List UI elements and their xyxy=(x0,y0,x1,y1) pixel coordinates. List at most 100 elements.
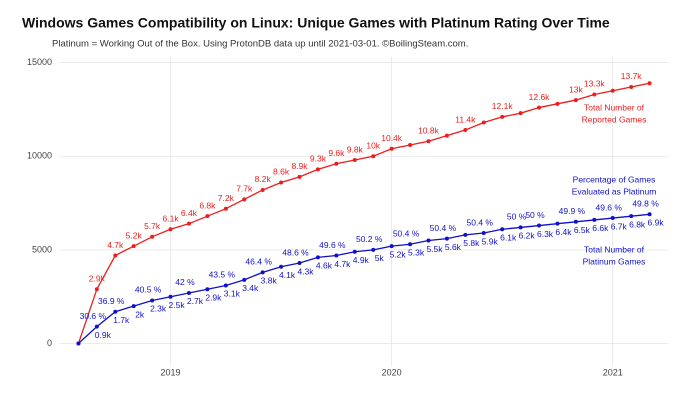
y-tick-label: 15000 xyxy=(27,57,52,67)
data-label: 4.3k xyxy=(297,266,314,276)
data-point xyxy=(205,287,210,292)
data-point xyxy=(297,174,302,179)
data-point xyxy=(389,146,394,151)
data-label: 5.2k xyxy=(126,230,143,240)
data-point xyxy=(334,161,339,166)
data-point xyxy=(463,232,468,237)
data-point xyxy=(647,212,652,217)
percentage-label: 49.8 % xyxy=(632,199,659,209)
data-label: 6.4k xyxy=(181,208,198,218)
data-label: 10k xyxy=(366,141,380,151)
data-point xyxy=(297,261,302,265)
data-point xyxy=(444,133,449,138)
data-label: 6.2k xyxy=(519,231,536,241)
data-label: 5.8k xyxy=(463,238,480,248)
data-point xyxy=(518,111,523,116)
chart-subtitle: Platinum = Working Out of the Box. Using… xyxy=(52,39,468,50)
data-point xyxy=(408,143,413,148)
data-label: 5.6k xyxy=(445,242,462,252)
data-point xyxy=(463,128,468,133)
data-point xyxy=(242,197,247,202)
y-tick-label: 5000 xyxy=(32,244,52,254)
data-label: 2.7k xyxy=(187,296,204,306)
data-label: 10.8k xyxy=(418,126,440,136)
data-point xyxy=(573,219,578,224)
percentage-label: 36.9 % xyxy=(98,296,125,306)
data-label: 12.6k xyxy=(529,92,551,102)
data-point xyxy=(94,324,99,329)
data-label: 13.7k xyxy=(621,71,643,81)
data-point xyxy=(555,101,560,106)
data-label: 6.5k xyxy=(574,225,591,235)
data-point xyxy=(371,154,376,159)
data-label: 4.6k xyxy=(316,261,333,271)
data-label: 11.4k xyxy=(455,114,476,124)
data-label: 8.6k xyxy=(273,167,290,177)
annotation: Total Number of xyxy=(584,244,645,254)
percentage-label: 46.4 % xyxy=(245,257,272,267)
data-point xyxy=(260,187,265,192)
percentage-label: 50.2 % xyxy=(356,234,383,244)
percentage-label: 50.4 % xyxy=(467,217,494,227)
y-tick-label: 0 xyxy=(47,338,52,348)
data-point xyxy=(629,84,634,89)
data-point xyxy=(279,264,284,269)
data-point xyxy=(205,214,210,219)
data-label: 6.6k xyxy=(592,223,609,233)
data-point xyxy=(94,287,99,292)
data-point xyxy=(592,217,597,222)
data-point xyxy=(592,92,597,97)
data-point xyxy=(168,294,173,299)
data-label: 7.2k xyxy=(218,193,235,203)
data-point xyxy=(537,223,542,228)
data-label: 2k xyxy=(135,309,145,319)
data-point xyxy=(242,277,247,282)
data-point xyxy=(279,180,284,185)
data-point xyxy=(186,221,191,226)
data-label: 6.4k xyxy=(555,227,572,237)
data-label: 2.9k xyxy=(205,292,222,302)
chart-title: Windows Games Compatibility on Linux: Un… xyxy=(22,15,610,31)
percentage-label: 40.5 % xyxy=(135,285,162,295)
data-point xyxy=(555,221,560,226)
data-label: 1.7k xyxy=(113,315,130,325)
percentage-label: 43.5 % xyxy=(209,270,236,280)
data-label: 4.7k xyxy=(107,240,124,250)
data-label: 6.7k xyxy=(611,221,628,231)
data-label: 3.4k xyxy=(242,283,259,293)
data-label: 3.1k xyxy=(224,289,241,299)
data-label: 3.8k xyxy=(261,276,278,286)
data-label: 6.1k xyxy=(500,233,517,243)
data-label: 0.9k xyxy=(95,330,112,340)
data-point xyxy=(168,227,173,232)
data-label: 5.3k xyxy=(408,248,425,258)
percentage-label: 48.6 % xyxy=(282,247,309,257)
data-point xyxy=(426,238,431,243)
data-label: 6.8k xyxy=(199,200,216,210)
data-label: 13.3k xyxy=(584,79,606,89)
data-point xyxy=(260,270,265,275)
data-point xyxy=(371,247,376,252)
x-tick-label: 2020 xyxy=(382,367,402,377)
data-point xyxy=(150,298,155,303)
data-point xyxy=(647,81,652,86)
percentage-label: 50.4 % xyxy=(430,223,457,233)
data-label: 4.9k xyxy=(353,255,370,265)
data-point xyxy=(408,242,413,247)
data-label: 9.8k xyxy=(347,144,364,154)
data-label: 9.6k xyxy=(328,148,345,158)
x-tick-label: 2021 xyxy=(603,367,623,377)
data-point xyxy=(186,290,191,295)
data-label: 5.2k xyxy=(390,249,407,259)
data-label: 4.7k xyxy=(334,259,351,269)
data-label: 2.9k xyxy=(89,273,106,283)
data-point xyxy=(315,255,320,260)
data-point xyxy=(113,253,118,258)
data-point xyxy=(481,231,486,236)
data-label: 7.7k xyxy=(236,184,253,194)
data-label: 12.1k xyxy=(492,101,514,111)
data-point xyxy=(113,309,118,314)
percentage-label: 30.6 % xyxy=(80,311,107,321)
data-label: 8.9k xyxy=(291,161,308,171)
data-label: 5.9k xyxy=(482,236,499,246)
